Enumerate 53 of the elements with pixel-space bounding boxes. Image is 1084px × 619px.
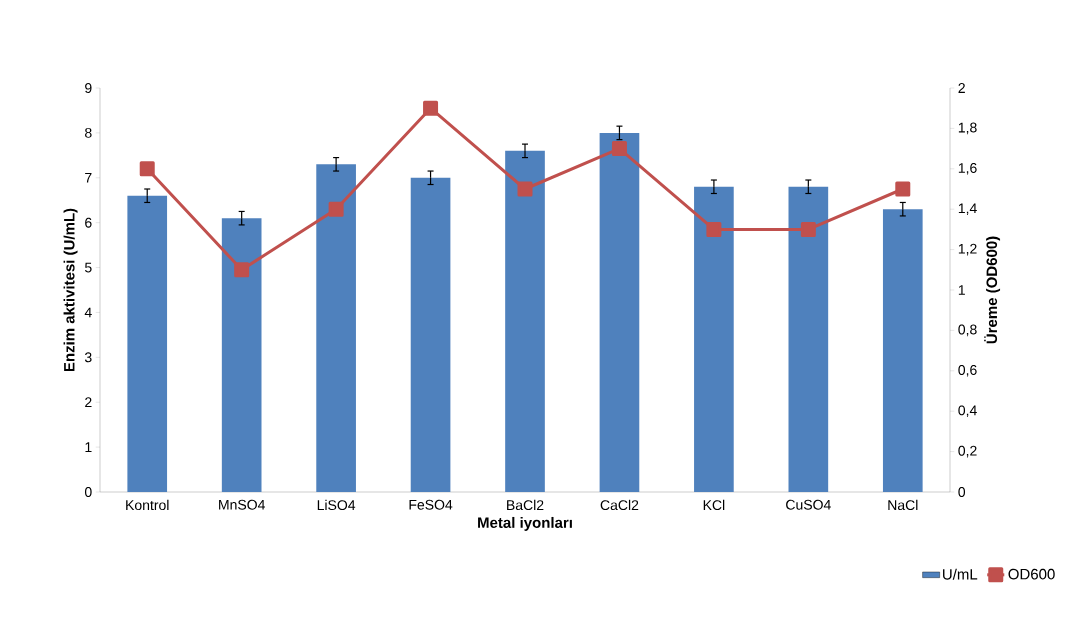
bar — [599, 132, 640, 492]
y-tick-label: 3 — [84, 352, 92, 363]
y-tick-label: 5 — [84, 262, 92, 273]
y-tick-label: 8 — [85, 127, 92, 138]
point — [517, 181, 533, 197]
bar — [410, 177, 451, 492]
point — [234, 262, 250, 278]
x-tick-label: FeSO4 — [409, 499, 453, 510]
point — [800, 221, 816, 237]
y2-tick-label: 1 — [958, 285, 965, 295]
x-tick-label: LiSO4 — [317, 499, 356, 511]
legend-label: U/mL — [943, 568, 978, 580]
y2-tick-label: 1,4 — [958, 203, 977, 215]
point — [328, 201, 344, 217]
point — [139, 161, 155, 177]
x-axis-title: Metal iyonları — [478, 516, 572, 531]
x-tick-label: BaCl2 — [507, 499, 544, 511]
y2-tick-label: 1,8 — [958, 122, 977, 135]
y2-tick-label: 1,6 — [958, 163, 977, 175]
point — [611, 141, 627, 157]
x-tick-label: NaCl — [888, 499, 918, 511]
x-tick-label: CuSO4 — [786, 499, 831, 510]
y-tick-label: 1 — [85, 442, 92, 452]
y-tick-label: 0 — [84, 487, 92, 497]
y-axis-title: Enzim aktivitesi (U/mL) — [63, 208, 78, 372]
y2-tick-label: 0 — [958, 487, 966, 497]
bar — [788, 186, 829, 492]
point — [423, 100, 439, 116]
y2-tick-label: 0,4 — [958, 405, 977, 417]
bar — [694, 186, 734, 492]
y-tick-label: 9 — [85, 83, 92, 93]
y2-tick-label: 0,8 — [958, 324, 977, 337]
y-tick-label: 2 — [85, 397, 92, 408]
y-tick-label: 4 — [84, 307, 92, 318]
y2-tick-label: 1,2 — [958, 243, 977, 256]
bar — [882, 209, 923, 492]
bar — [221, 218, 262, 492]
bar — [505, 150, 545, 492]
bar — [127, 195, 168, 492]
point — [895, 181, 911, 197]
bar — [316, 164, 356, 492]
y2-tick-label: 0,6 — [958, 365, 977, 377]
y2-tick-label: 0,2 — [958, 445, 977, 458]
x-tick-label: Kontrol — [126, 499, 169, 511]
y-tick-label: 7 — [85, 172, 92, 183]
y-tick-label: 6 — [85, 217, 92, 228]
x-tick-label: CaCl2 — [600, 499, 639, 511]
legend-label: OD600 — [1008, 568, 1055, 580]
y2-tick-label: 2 — [958, 83, 965, 93]
point — [706, 221, 722, 237]
x-tick-label: KCl — [703, 499, 725, 511]
x-tick-label: MnSO4 — [219, 499, 265, 510]
y2-axis-title: Üreme (OD600) — [984, 236, 1001, 344]
